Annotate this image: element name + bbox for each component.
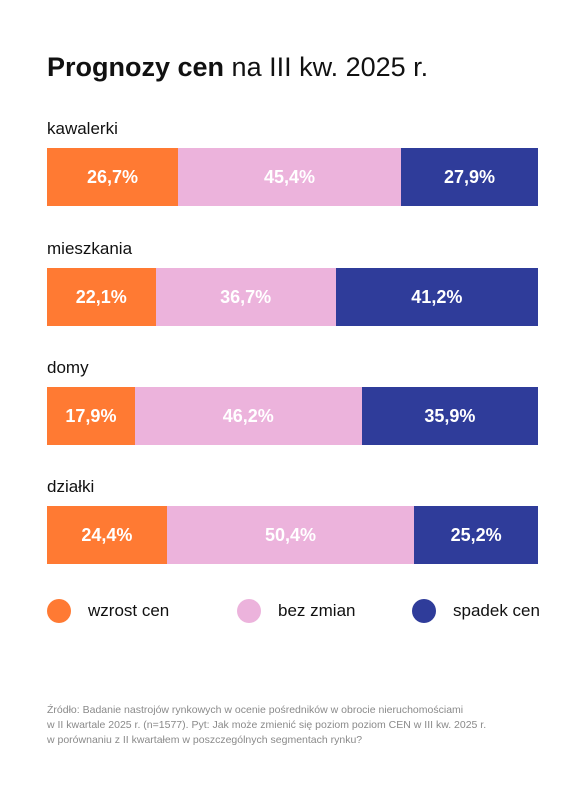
legend-swatch	[412, 599, 436, 623]
bar-segment-bez-zmian: 36,7%	[155, 268, 336, 326]
data-label: 27,9%	[443, 166, 496, 187]
data-label: 36,7%	[220, 286, 272, 307]
category-group-kawalerki: kawalerki 26,7% 45,4% 27,9%	[47, 119, 538, 206]
data-label: 22,1%	[75, 286, 127, 307]
data-label: 24,4%	[81, 524, 133, 545]
stacked-bar: 24,4% 50,4% 25,2%	[47, 506, 538, 564]
data-label: 41,2%	[411, 286, 463, 307]
source-line: w porównaniu z II kwartałem w poszczegól…	[47, 734, 363, 746]
source-line: w II kwartale 2025 r. (n=1577). Pyt: Jak…	[47, 719, 487, 731]
category-group-dzialki: działki 24,4% 50,4% 25,2%	[47, 477, 538, 564]
bar-segment-spadek: 27,9%	[401, 148, 538, 206]
stacked-bar: 26,7% 45,4% 27,9%	[47, 148, 538, 206]
legend-label: bez zmian	[278, 601, 356, 620]
category-label: domy	[47, 358, 89, 377]
legend-swatch	[47, 599, 71, 623]
bar-segment-spadek: 25,2%	[414, 506, 538, 564]
data-label: 46,2%	[222, 405, 274, 426]
legend: wzrost cen bez zmian spadek cen	[47, 598, 540, 624]
legend-label: spadek cen	[453, 601, 540, 620]
data-label: 50,4%	[265, 524, 317, 545]
bar-segment-bez-zmian: 46,2%	[134, 387, 362, 445]
legend-swatch	[237, 599, 261, 623]
legend-item-bez-zmian: bez zmian	[237, 598, 355, 624]
stacked-bar: 17,9% 46,2% 35,9%	[47, 387, 538, 445]
data-label: 25,2%	[450, 524, 502, 545]
category-label: działki	[47, 477, 95, 496]
data-label: 45,4%	[264, 166, 316, 187]
bar-segment-spadek: 41,2%	[335, 268, 538, 326]
bar-segment-bez-zmian: 45,4%	[178, 148, 401, 206]
data-label: 35,9%	[424, 405, 476, 426]
chart-title-bold: Prognozy cen	[47, 52, 225, 82]
legend-item-spadek: spadek cen	[412, 598, 540, 624]
bar-segment-spadek: 35,9%	[361, 387, 538, 445]
bar-segment-wzrost: 26,7%	[47, 148, 179, 206]
data-label: 17,9%	[65, 405, 117, 426]
stacked-bar: 22,1% 36,7% 41,2%	[47, 268, 538, 326]
category-group-domy: domy 17,9% 46,2% 35,9%	[47, 358, 538, 445]
source-line: Źródło: Badanie nastrojów rynkowych w oc…	[47, 704, 464, 716]
bar-segment-bez-zmian: 50,4%	[166, 506, 415, 564]
source-note: Źródło: Badanie nastrojów rynkowych w oc…	[47, 703, 547, 748]
legend-label: wzrost cen	[88, 601, 170, 620]
legend-item-wzrost: wzrost cen	[47, 598, 169, 624]
bar-segment-wzrost: 24,4%	[47, 506, 167, 564]
category-label: mieszkania	[47, 239, 133, 258]
data-label: 26,7%	[87, 166, 139, 187]
category-label: kawalerki	[47, 119, 118, 138]
bar-segment-wzrost: 17,9%	[47, 387, 135, 445]
chart-title: Prognozy cen na III kw. 2025 r.	[47, 52, 428, 82]
category-group-mieszkania: mieszkania 22,1% 36,7% 41,2%	[47, 239, 538, 326]
chart-title-regular: na III kw. 2025 r.	[231, 52, 429, 82]
bar-segment-wzrost: 22,1%	[47, 268, 156, 326]
